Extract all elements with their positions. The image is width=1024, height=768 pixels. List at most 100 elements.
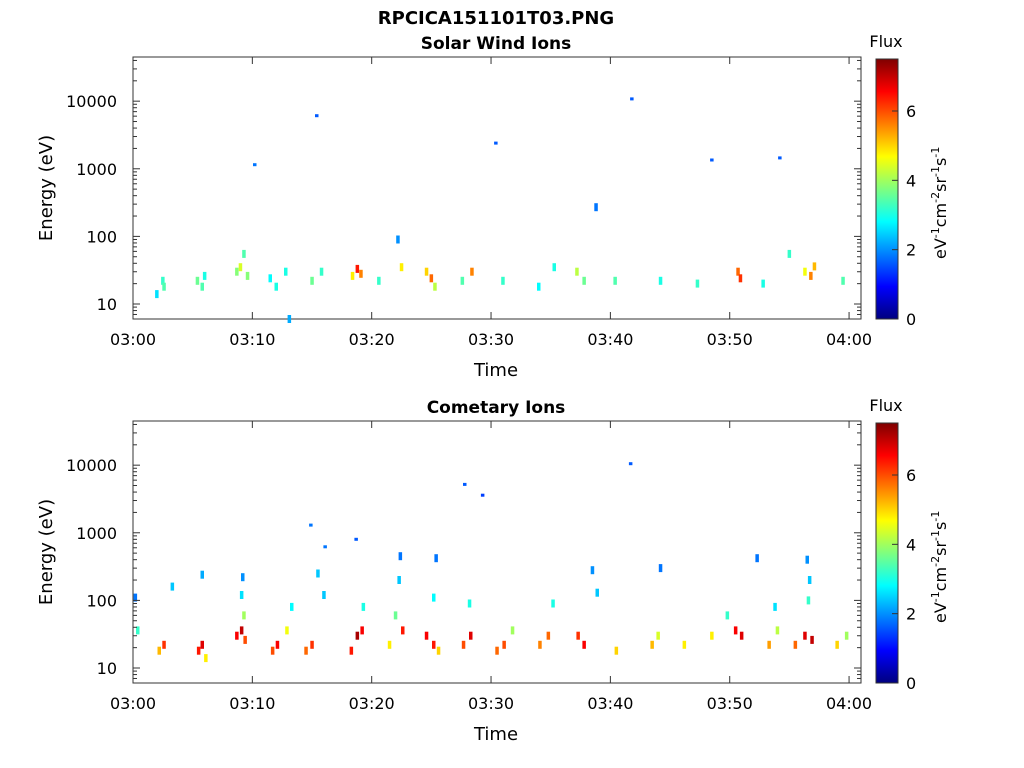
cometary-y-tick-label: 10000 xyxy=(66,456,117,475)
cometary-cell xyxy=(725,611,730,620)
solar-wind-cell xyxy=(396,235,400,244)
cometary-cells xyxy=(133,462,849,663)
solar-wind-cell xyxy=(501,276,505,285)
cometary-colorbar-unit: eV-1cm-2sr-1s-1 xyxy=(929,511,950,623)
cometary-cell xyxy=(467,599,472,608)
cometary-x-tick-label: 03:00 xyxy=(110,694,156,713)
cometary-colorbar-tick-label: 6 xyxy=(906,466,916,485)
solar-wind-colorbar-tick-label: 2 xyxy=(906,241,916,260)
cometary-cell xyxy=(200,570,204,579)
cometary-cell xyxy=(354,537,358,541)
cometary-cell xyxy=(401,626,405,635)
cometary-cell xyxy=(710,631,714,640)
cometary-x-tick-label: 03:30 xyxy=(468,694,514,713)
cometary-cell xyxy=(502,640,506,649)
colorbar-unit-exponent: -1 xyxy=(929,591,942,602)
colorbar-unit-exponent: -1 xyxy=(929,166,942,177)
solar-wind-cell xyxy=(433,282,437,291)
cometary-cell xyxy=(469,631,473,640)
cometary-cell xyxy=(322,591,326,599)
cometary-y-tick-label: 1000 xyxy=(76,524,117,543)
cometary-cell xyxy=(739,631,744,640)
cometary-cell xyxy=(538,640,542,649)
cometary-cell xyxy=(656,631,660,640)
cometary-x-tick-label: 03:40 xyxy=(587,694,633,713)
cometary-cell xyxy=(595,588,599,597)
solar-wind-cell xyxy=(268,274,272,283)
cometary-cell xyxy=(242,611,246,620)
cometary-cell xyxy=(196,646,201,655)
cometary-cell xyxy=(310,640,314,649)
cometary-cell xyxy=(360,626,364,635)
cometary-x-ticks: 03:00 03:10 03:20 03:30 03:40 03:50 04:00 xyxy=(110,421,872,713)
cometary-cell xyxy=(590,566,595,575)
solar-wind-cell xyxy=(399,263,404,272)
solar-wind-x-tick-label: 03:50 xyxy=(707,330,753,349)
cometary-cell xyxy=(349,646,354,655)
solar-wind-colorbar-label: Flux xyxy=(869,32,902,51)
solar-wind-colorbar-unit: eV-1cm-2sr-1s-1 xyxy=(929,147,950,259)
solar-wind-y-tick-label: 1000 xyxy=(76,160,117,179)
solar-wind-cell xyxy=(494,141,498,145)
solar-wind-cell xyxy=(242,249,246,258)
cometary-colorbar-ticks: 0 2 4 6 xyxy=(892,466,916,693)
solar-wind-cell xyxy=(195,276,200,285)
solar-wind-cell xyxy=(613,276,617,285)
solar-wind-cell xyxy=(274,282,278,291)
cometary-cell xyxy=(767,640,771,649)
solar-wind-cell xyxy=(575,267,579,276)
solar-wind-cell xyxy=(537,282,541,291)
colorbar-unit-base: cm xyxy=(931,567,950,591)
solar-wind-colorbar xyxy=(875,58,899,320)
cometary-cell xyxy=(270,646,275,655)
solar-wind-cell xyxy=(594,203,598,212)
cometary-x-tick-label: 04:00 xyxy=(826,694,872,713)
cometary-y-tick-label: 10 xyxy=(97,659,117,678)
cometary-cell xyxy=(241,573,245,582)
solar-wind-cell xyxy=(155,290,159,299)
solar-wind-cell xyxy=(803,267,807,276)
solar-wind-cell xyxy=(162,282,166,291)
solar-wind-y-tick-label: 10 xyxy=(97,295,117,314)
cometary-cell xyxy=(773,602,777,611)
solar-wind-cell xyxy=(253,163,257,167)
solar-wind-ylabel: Energy (eV) xyxy=(36,135,57,241)
cometary-y-ticks: 10 100 1000 10000 xyxy=(66,423,861,684)
cometary-cell xyxy=(803,631,807,640)
solar-wind-colorbar-ticks: 0 2 4 6 xyxy=(892,102,916,329)
solar-wind-cell xyxy=(424,267,429,276)
solar-wind-cell xyxy=(630,97,634,101)
cometary-colorbar-tick-label: 2 xyxy=(906,605,916,624)
cometary-cell xyxy=(807,576,812,584)
solar-wind-y-tick-label: 100 xyxy=(86,227,117,246)
solar-wind-panel: Solar Wind Ions 03:00 03:10 03:20 03:30 03:4… xyxy=(36,32,950,381)
cometary-cell xyxy=(398,552,403,561)
solar-wind-cell xyxy=(695,279,700,288)
colorbar-unit-exponent: -1 xyxy=(929,147,942,158)
colorbar-unit-base: cm xyxy=(931,203,950,227)
cometary-cell xyxy=(793,640,798,649)
cometary-cell xyxy=(200,640,204,649)
solar-wind-cell xyxy=(284,267,288,276)
cometary-cell xyxy=(170,582,175,591)
cometary-cell xyxy=(576,631,580,640)
cometary-ylabel: Energy (eV) xyxy=(36,499,57,605)
cometary-cell xyxy=(436,646,441,655)
solar-wind-colorbar-tick-label: 0 xyxy=(906,310,916,329)
solar-wind-x-ticks: 03:00 03:10 03:20 03:30 03:40 03:50 04:00 xyxy=(110,57,872,349)
cometary-cell xyxy=(393,611,398,620)
solar-wind-cell xyxy=(841,276,845,285)
cometary-cell xyxy=(239,591,244,599)
cometary-cell xyxy=(806,596,811,605)
solar-wind-x-tick-label: 03:30 xyxy=(468,330,514,349)
solar-wind-x-tick-label: 03:40 xyxy=(587,330,633,349)
solar-wind-cell xyxy=(809,271,813,280)
cometary-cell xyxy=(650,640,654,649)
cometary-cell xyxy=(157,646,161,655)
cometary-cell xyxy=(551,599,555,608)
colorbar-unit-base: s xyxy=(931,158,950,166)
colorbar-unit-base: eV xyxy=(931,602,950,623)
solar-wind-cell xyxy=(310,276,314,285)
cometary-y-tick-label: 100 xyxy=(86,591,117,610)
colorbar-unit-exponent: -2 xyxy=(929,556,942,567)
